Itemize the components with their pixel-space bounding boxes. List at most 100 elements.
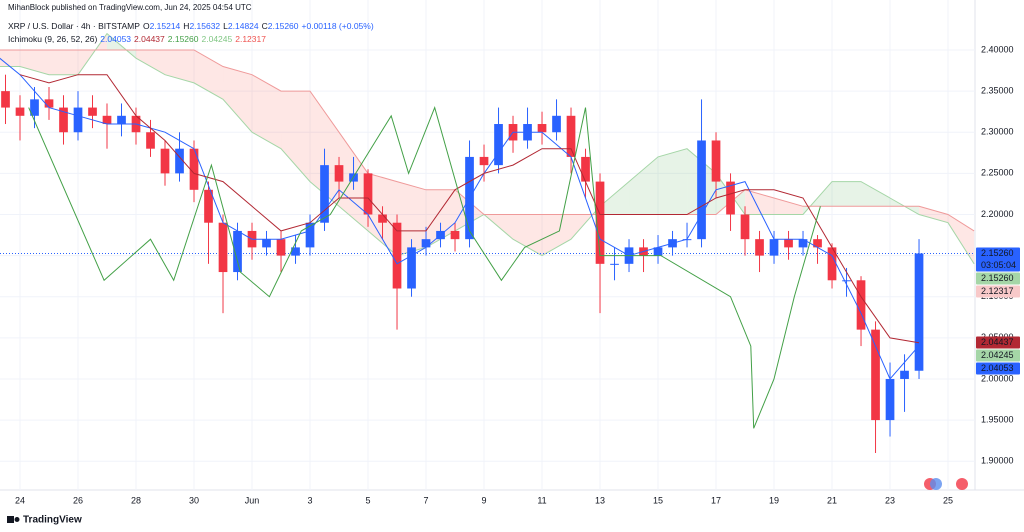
candle-body xyxy=(450,230,460,240)
published-line: MihanBlock published on TradingView.com,… xyxy=(8,3,255,12)
price-label-box xyxy=(976,247,1020,272)
cloud-fill xyxy=(136,50,166,75)
price-label: 2.04245 xyxy=(981,350,1014,360)
indicator: Ichimoku (9, 26, 52, 26) xyxy=(8,34,98,44)
event-icons xyxy=(924,478,968,490)
price-label: 2.04053 xyxy=(981,363,1014,373)
cloud-fill xyxy=(252,74,282,149)
candle-body xyxy=(363,173,373,215)
event-icon[interactable] xyxy=(930,478,942,490)
ichimoku-line xyxy=(0,57,920,380)
candle-body xyxy=(494,124,503,166)
candle-body xyxy=(827,247,837,281)
candle-body xyxy=(1,91,10,108)
cloud-fill xyxy=(832,181,862,207)
candle-body xyxy=(479,156,489,166)
ichimoku-line xyxy=(19,74,920,344)
candle-body xyxy=(233,230,242,273)
candle-body xyxy=(262,239,271,248)
candle-body xyxy=(871,329,880,421)
candle-body xyxy=(102,115,112,125)
x-tick-label: 17 xyxy=(711,495,721,505)
x-tick-label: 19 xyxy=(769,495,779,505)
ohlc-label: H xyxy=(183,21,190,31)
countdown: 03:05:04 xyxy=(981,260,1016,270)
x-tick-label: 23 xyxy=(885,495,895,505)
price-label-box xyxy=(976,272,1020,285)
candle-body xyxy=(392,222,402,289)
cloud-fill xyxy=(629,156,659,215)
candle-body xyxy=(421,239,431,248)
x-tick-label: 13 xyxy=(595,495,605,505)
x-tick-label: 25 xyxy=(943,495,953,505)
span-b-line xyxy=(0,49,975,232)
indicator-value: 2.04437 xyxy=(134,34,165,44)
x-tick-label: 21 xyxy=(827,495,837,505)
candle-body xyxy=(117,115,126,125)
x-tick-label: 11 xyxy=(537,495,546,505)
cloud-fill xyxy=(513,214,543,256)
price-label: 2.15260 xyxy=(981,248,1014,258)
ichimoku-line xyxy=(28,106,821,429)
indicator-value: 2.04053 xyxy=(100,34,132,44)
x-tick-label: 5 xyxy=(366,495,371,505)
price-label: 2.12317 xyxy=(981,286,1014,296)
price-label-box xyxy=(976,349,1020,362)
ohlc-value: 2.14824 xyxy=(227,21,259,31)
candle-body xyxy=(276,239,286,256)
cloud-fill xyxy=(600,181,630,215)
candle-body xyxy=(30,99,39,116)
x-tick-label: 15 xyxy=(653,495,663,505)
y-tick-label: 1.90000 xyxy=(981,456,1014,466)
candle-body xyxy=(160,148,170,174)
cloud-fill xyxy=(658,148,688,215)
cloud-fill xyxy=(165,50,195,83)
y-tick-label: 2.25000 xyxy=(981,168,1014,178)
cloud-fill xyxy=(20,50,50,75)
candle-body xyxy=(653,247,663,256)
brand: TradingView xyxy=(23,515,82,526)
price-label: 2.04437 xyxy=(981,337,1014,347)
candle-body xyxy=(552,115,561,133)
candle-body xyxy=(146,132,155,149)
brand-logo: TradingView xyxy=(7,515,82,526)
x-tick-label: 26 xyxy=(73,495,83,505)
symbol: XRP / U.S. Dollar · 4h · BITSTAMP xyxy=(8,21,140,31)
x-tick-label: 30 xyxy=(189,495,199,505)
y-tick-label: 2.20000 xyxy=(981,209,1014,219)
candle-body xyxy=(73,107,83,133)
candle-body xyxy=(784,239,793,248)
cloud-fill xyxy=(948,214,975,264)
x-tick-label: 24 xyxy=(15,495,25,505)
candle-body xyxy=(581,156,590,182)
x-tick-label: 3 xyxy=(308,495,313,505)
y-tick-label: 2.35000 xyxy=(981,85,1014,95)
cloud-fill xyxy=(542,214,572,256)
cloud-fill xyxy=(49,50,79,75)
candle-body xyxy=(88,107,97,116)
ohlc-value: 2.15214 xyxy=(149,21,181,31)
grid xyxy=(0,0,975,490)
cloud-fill xyxy=(0,50,21,67)
candle-body xyxy=(740,214,750,240)
y-tick-label: 2.30000 xyxy=(981,127,1014,137)
cloud-fill xyxy=(774,198,804,215)
price-label-box xyxy=(976,285,1020,298)
candle-body xyxy=(610,263,619,265)
event-icon[interactable] xyxy=(956,478,968,490)
x-tick-label: 28 xyxy=(131,495,141,505)
candle-body xyxy=(842,280,851,282)
cloud-fill xyxy=(919,206,949,223)
published: MihanBlock published on TradingView.com,… xyxy=(8,3,252,12)
cloud-fill xyxy=(281,91,311,182)
indicator-value: 2.15260 xyxy=(167,34,199,44)
candle-body xyxy=(204,189,213,223)
candle-body xyxy=(291,247,300,256)
cloud-fill xyxy=(861,181,891,207)
candle-body xyxy=(537,124,547,133)
candle-body xyxy=(218,222,228,273)
ohlc-label: L xyxy=(223,21,228,31)
ohlc-value: 2.15632 xyxy=(189,21,221,31)
